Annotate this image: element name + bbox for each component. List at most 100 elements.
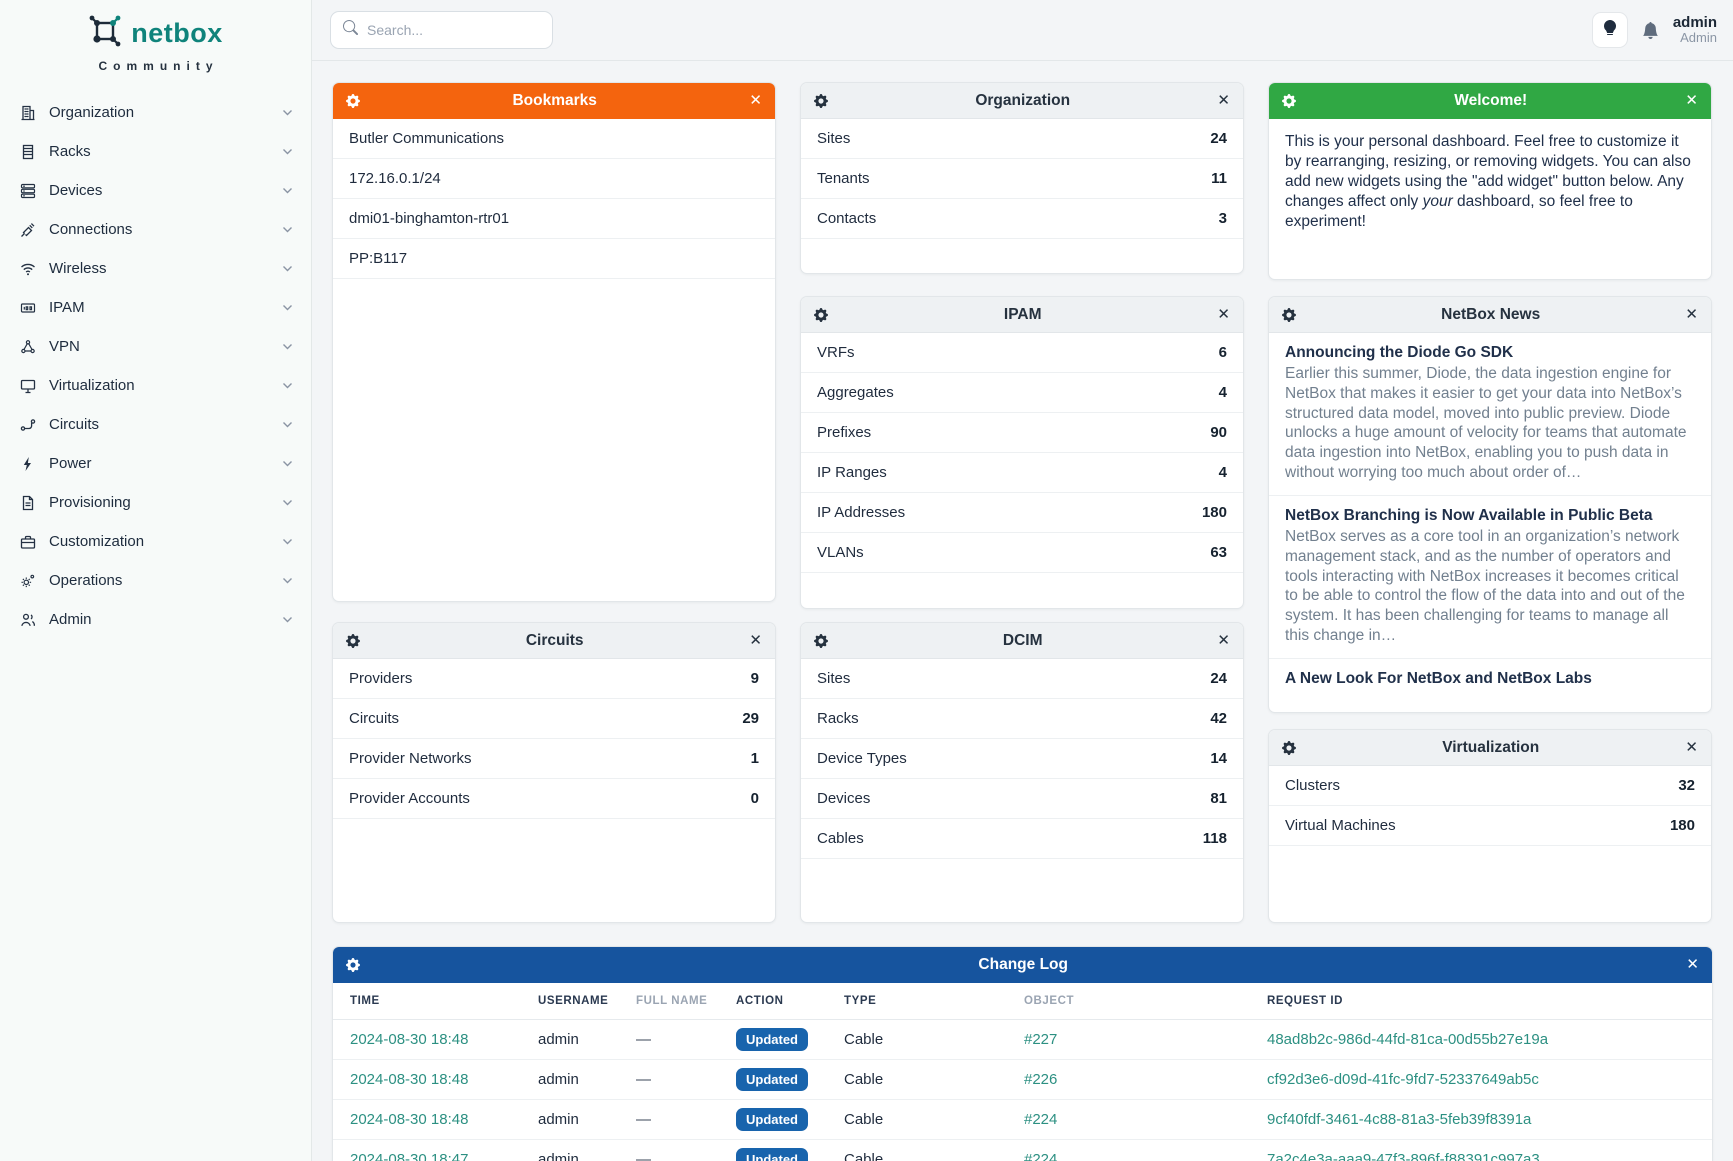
- news-headline-link[interactable]: NetBox Branching is Now Available in Pub…: [1285, 506, 1653, 524]
- widget-close-icon[interactable]: ✕: [1686, 956, 1699, 973]
- sidebar-item-connections[interactable]: Connections: [0, 210, 311, 249]
- changelog-object-link[interactable]: #226: [1024, 1071, 1058, 1088]
- stat-value[interactable]: 4: [1218, 464, 1227, 481]
- stat-label-link[interactable]: VLANs: [817, 544, 864, 561]
- sidebar-item-virtualization[interactable]: Virtualization: [0, 366, 311, 405]
- widget-config-icon[interactable]: [1282, 93, 1296, 108]
- bookmark-link[interactable]: PP:B117: [349, 250, 408, 267]
- sidebar-item-provisioning[interactable]: Provisioning: [0, 483, 311, 522]
- widget-close-icon[interactable]: ✕: [1685, 306, 1698, 323]
- brand-home-link[interactable]: netbox Community: [0, 0, 311, 79]
- widget-config-icon[interactable]: [346, 633, 360, 648]
- widget-close-icon[interactable]: ✕: [1685, 92, 1698, 109]
- sidebar-item-devices[interactable]: Devices: [0, 171, 311, 210]
- widget-config-icon[interactable]: [814, 633, 828, 648]
- stat-value[interactable]: 14: [1210, 750, 1227, 767]
- stat-value[interactable]: 29: [742, 710, 759, 727]
- stat-label-link[interactable]: Providers: [349, 670, 413, 687]
- stat-label-link[interactable]: IP Ranges: [817, 464, 887, 481]
- stat-value[interactable]: 81: [1210, 790, 1227, 807]
- user-menu[interactable]: admin Admin: [1673, 14, 1717, 46]
- sidebar-item-vpn[interactable]: VPN: [0, 327, 311, 366]
- stat-label-link[interactable]: Tenants: [817, 170, 870, 187]
- bookmark-link[interactable]: 172.16.0.1/24: [349, 170, 441, 187]
- changelog-requestid-link[interactable]: 7a2c4e3a-aaa9-47f3-896f-f88391c997a3: [1267, 1151, 1540, 1161]
- stat-value[interactable]: 1: [750, 750, 759, 767]
- widget-config-icon[interactable]: [346, 957, 360, 972]
- stat-value[interactable]: 24: [1210, 130, 1227, 147]
- stat-value[interactable]: 24: [1210, 670, 1227, 687]
- changelog-time-link[interactable]: 2024-08-30 18:48: [350, 1031, 469, 1048]
- sidebar-item-ipam[interactable]: IPAM: [0, 288, 311, 327]
- widget-config-icon[interactable]: [1282, 740, 1296, 755]
- stat-value[interactable]: 6: [1218, 344, 1227, 361]
- stat-label-link[interactable]: Sites: [817, 670, 851, 687]
- widget-config-icon[interactable]: [814, 307, 828, 322]
- sidebar-item-circuits[interactable]: Circuits: [0, 405, 311, 444]
- changelog-requestid-link[interactable]: 9cf40fdf-3461-4c88-81a3-5feb39f8391a: [1267, 1111, 1532, 1128]
- stat-value[interactable]: 4: [1218, 384, 1227, 401]
- changelog-time-link[interactable]: 2024-08-30 18:48: [350, 1071, 469, 1088]
- search-box[interactable]: [330, 11, 553, 49]
- stat-label-link[interactable]: Clusters: [1285, 777, 1341, 794]
- stat-label-link[interactable]: Cables: [817, 830, 864, 847]
- column-header-type[interactable]: Type: [844, 995, 877, 1007]
- stat-label-link[interactable]: IP Addresses: [817, 504, 906, 521]
- column-header-username[interactable]: Username: [538, 995, 609, 1007]
- theme-toggle-button[interactable]: [1591, 12, 1628, 48]
- sidebar-item-organization[interactable]: Organization: [0, 93, 311, 132]
- changelog-requestid-link[interactable]: 48ad8b2c-986d-44fd-81ca-00d55b27e19a: [1267, 1031, 1549, 1048]
- changelog-object-link[interactable]: #224: [1024, 1151, 1058, 1161]
- stat-label-link[interactable]: Device Types: [817, 750, 907, 767]
- notifications-bell-icon[interactable]: [1642, 21, 1659, 39]
- column-header-action[interactable]: Action: [736, 995, 784, 1007]
- widget-close-icon[interactable]: ✕: [749, 92, 762, 109]
- stat-label-link[interactable]: Provider Networks: [349, 750, 472, 767]
- stat-value[interactable]: 90: [1210, 424, 1227, 441]
- widget-close-icon[interactable]: ✕: [1217, 632, 1230, 649]
- stat-label-link[interactable]: Virtual Machines: [1285, 817, 1396, 834]
- widget-config-icon[interactable]: [1282, 307, 1296, 322]
- stat-label-link[interactable]: Provider Accounts: [349, 790, 470, 807]
- stat-value[interactable]: 32: [1678, 777, 1695, 794]
- stat-label-link[interactable]: Aggregates: [817, 384, 894, 401]
- stat-label-link[interactable]: Circuits: [349, 710, 400, 727]
- changelog-time-link[interactable]: 2024-08-30 18:48: [350, 1111, 469, 1128]
- sidebar-item-wireless[interactable]: Wireless: [0, 249, 311, 288]
- sidebar-item-operations[interactable]: Operations: [0, 561, 311, 600]
- sidebar-item-customization[interactable]: Customization: [0, 522, 311, 561]
- stat-value[interactable]: 180: [1201, 504, 1227, 521]
- column-header-requestid[interactable]: Request ID: [1267, 995, 1344, 1007]
- stat-label-link[interactable]: Prefixes: [817, 424, 872, 441]
- stat-value[interactable]: 9: [750, 670, 759, 687]
- sidebar-item-racks[interactable]: Racks: [0, 132, 311, 171]
- sidebar-item-admin[interactable]: Admin: [0, 600, 311, 639]
- widget-config-icon[interactable]: [346, 93, 360, 108]
- stat-value[interactable]: 0: [750, 790, 759, 807]
- stat-label-link[interactable]: Contacts: [817, 210, 877, 227]
- news-headline-link[interactable]: A New Look For NetBox and NetBox Labs: [1285, 669, 1592, 687]
- stat-label-link[interactable]: Devices: [817, 790, 871, 807]
- widget-close-icon[interactable]: ✕: [1217, 306, 1230, 323]
- stat-value[interactable]: 42: [1210, 710, 1227, 727]
- widget-close-icon[interactable]: ✕: [749, 632, 762, 649]
- stat-value[interactable]: 180: [1669, 817, 1695, 834]
- search-input[interactable]: [367, 22, 540, 38]
- changelog-object-link[interactable]: #227: [1024, 1031, 1058, 1048]
- widget-close-icon[interactable]: ✕: [1217, 92, 1230, 109]
- widget-close-icon[interactable]: ✕: [1685, 739, 1698, 756]
- stat-label-link[interactable]: Sites: [817, 130, 851, 147]
- widget-config-icon[interactable]: [814, 93, 828, 108]
- stat-value[interactable]: 118: [1202, 830, 1227, 847]
- news-headline-link[interactable]: Announcing the Diode Go SDK: [1285, 344, 1514, 361]
- changelog-requestid-link[interactable]: cf92d3e6-d09d-41fc-9fd7-52337649ab5c: [1267, 1071, 1539, 1088]
- changelog-time-link[interactable]: 2024-08-30 18:47: [350, 1151, 469, 1161]
- bookmark-link[interactable]: dmi01-binghamton-rtr01: [349, 210, 510, 227]
- stat-value[interactable]: 63: [1210, 544, 1227, 561]
- stat-value[interactable]: 11: [1211, 170, 1227, 187]
- stat-label-link[interactable]: Racks: [817, 710, 859, 727]
- sidebar-item-power[interactable]: Power: [0, 444, 311, 483]
- stat-label-link[interactable]: VRFs: [817, 344, 855, 361]
- stat-value[interactable]: 3: [1218, 210, 1227, 227]
- bookmark-link[interactable]: Butler Communications: [349, 130, 505, 147]
